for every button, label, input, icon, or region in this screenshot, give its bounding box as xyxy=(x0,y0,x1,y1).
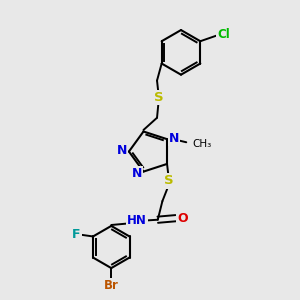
Text: N: N xyxy=(169,132,179,145)
Text: S: S xyxy=(164,175,173,188)
Text: CH₃: CH₃ xyxy=(193,139,212,149)
Text: N: N xyxy=(132,167,142,180)
Text: N: N xyxy=(117,143,127,157)
Text: Br: Br xyxy=(104,279,119,292)
Text: F: F xyxy=(72,228,81,242)
Text: S: S xyxy=(154,91,164,104)
Text: Cl: Cl xyxy=(217,28,230,41)
Text: HN: HN xyxy=(127,214,147,227)
Text: O: O xyxy=(177,212,188,225)
